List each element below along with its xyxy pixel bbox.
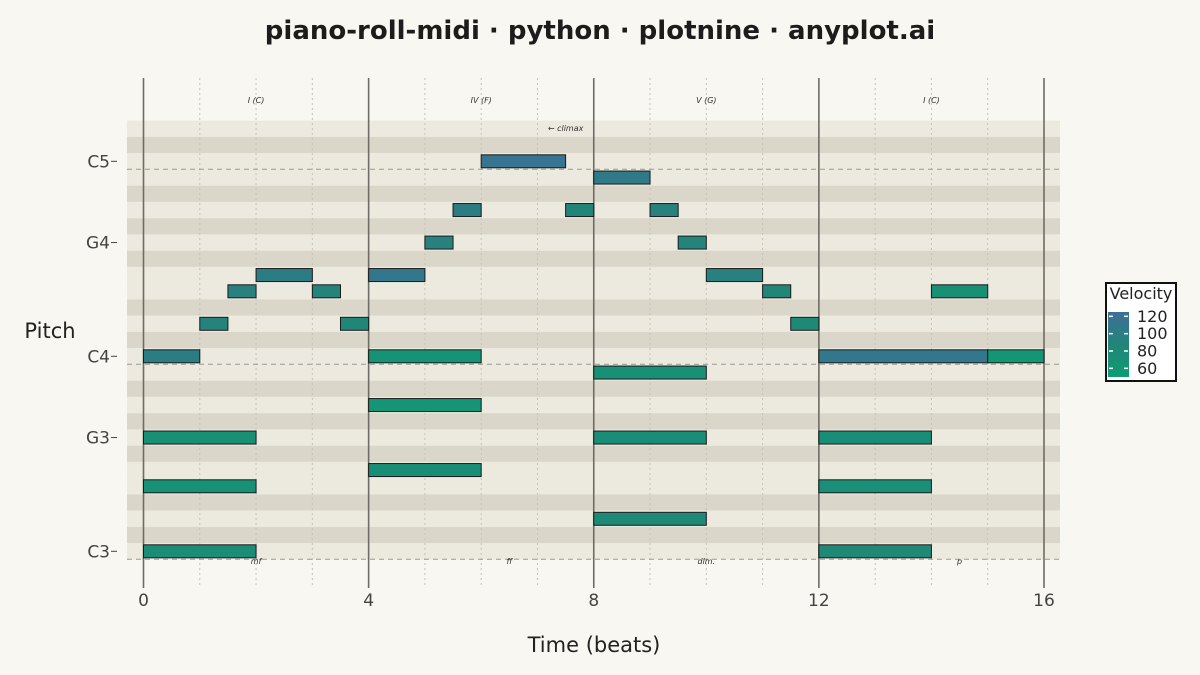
octave-markers	[127, 168, 1060, 560]
note-bar	[705, 268, 764, 283]
note-bar	[143, 479, 257, 494]
dynamic-marking: dim.	[697, 557, 715, 566]
climax-label: ← climax	[548, 124, 584, 133]
note-bar	[762, 284, 792, 299]
note-bar	[677, 235, 707, 250]
note-bar	[593, 511, 707, 526]
time-grid	[142, 78, 1045, 588]
annotations: I (C) IV (F) V (G) I (C) mf ff dim. p ← climax	[248, 96, 962, 566]
note-bar	[368, 463, 482, 478]
note-bar	[818, 544, 932, 559]
note-bar	[593, 430, 707, 445]
y-tick-label: C3	[87, 542, 110, 562]
note-bar	[593, 170, 651, 185]
legend-colorbar	[1108, 312, 1129, 377]
note-bar	[593, 365, 707, 380]
legend-entry-label: 60	[1137, 359, 1157, 378]
legend-entry-label: 120	[1137, 307, 1168, 326]
y-tick-label: C4	[87, 347, 110, 367]
note-bar	[930, 284, 989, 299]
y-axis-title: Pitch	[24, 319, 75, 343]
x-axis-ticks: 0 4 8 12 16	[138, 591, 1055, 611]
x-tick-label: 0	[138, 591, 149, 611]
note-bar	[339, 316, 370, 331]
legend-title: Velocity	[1110, 284, 1173, 303]
note-bar	[199, 316, 229, 331]
chord-label: I (C)	[248, 96, 265, 105]
note-bar	[424, 235, 454, 250]
note-bar	[143, 544, 257, 559]
y-tick-label: G3	[86, 429, 110, 449]
note-bar	[368, 268, 426, 283]
x-axis-title: Time (beats)	[527, 633, 661, 657]
pitch-lanes	[127, 120, 1060, 560]
chart-title: piano-roll-midi · python · plotnine · an…	[264, 16, 936, 46]
dynamic-marking: mf	[251, 557, 263, 566]
note-bar	[452, 203, 482, 218]
note-bar	[818, 349, 989, 364]
x-tick-label: 16	[1033, 591, 1055, 611]
x-tick-label: 4	[363, 591, 374, 611]
legend-entry-label: 80	[1137, 342, 1157, 361]
y-tick-label: C5	[87, 152, 110, 172]
note-bar	[818, 479, 932, 494]
x-tick-label: 12	[808, 591, 830, 611]
note-bar	[818, 430, 932, 445]
note-bar	[143, 349, 201, 364]
note-bar	[987, 349, 1045, 364]
note-bar	[790, 316, 820, 331]
note-bar	[565, 203, 595, 218]
note-bar	[143, 430, 257, 445]
note-bar	[368, 349, 482, 364]
note-bar	[227, 284, 257, 299]
legend-entry-label: 100	[1137, 324, 1168, 343]
chord-label: V (G)	[696, 96, 716, 105]
chord-label: IV (F)	[471, 96, 492, 105]
note-bars	[143, 154, 1045, 559]
y-axis-ticks: C3 G3 C4 G4 C5	[86, 152, 117, 562]
y-tick-label: G4	[86, 234, 110, 254]
dynamic-marking: p	[956, 557, 962, 566]
dynamic-marking: ff	[506, 557, 513, 566]
note-bar	[649, 203, 679, 218]
note-bar	[480, 154, 567, 169]
note-bar	[368, 398, 482, 413]
chord-label: I (C)	[923, 96, 940, 105]
note-bar	[311, 284, 341, 299]
note-bar	[255, 268, 313, 283]
x-tick-label: 8	[588, 591, 599, 611]
